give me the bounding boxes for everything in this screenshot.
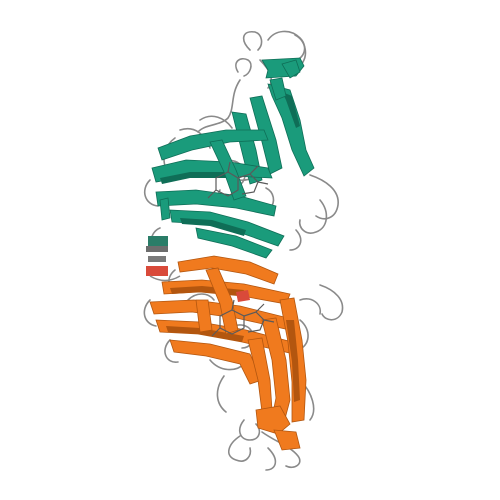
ligand-lower [211,299,275,337]
interface-helix [146,236,181,282]
chain-b-strands [149,255,307,451]
accent-red-segment [236,290,250,302]
ligand-upper [207,161,269,199]
chain-a-strands [151,57,315,259]
chain-a-green [143,30,339,259]
chain-b-orange [143,255,344,471]
